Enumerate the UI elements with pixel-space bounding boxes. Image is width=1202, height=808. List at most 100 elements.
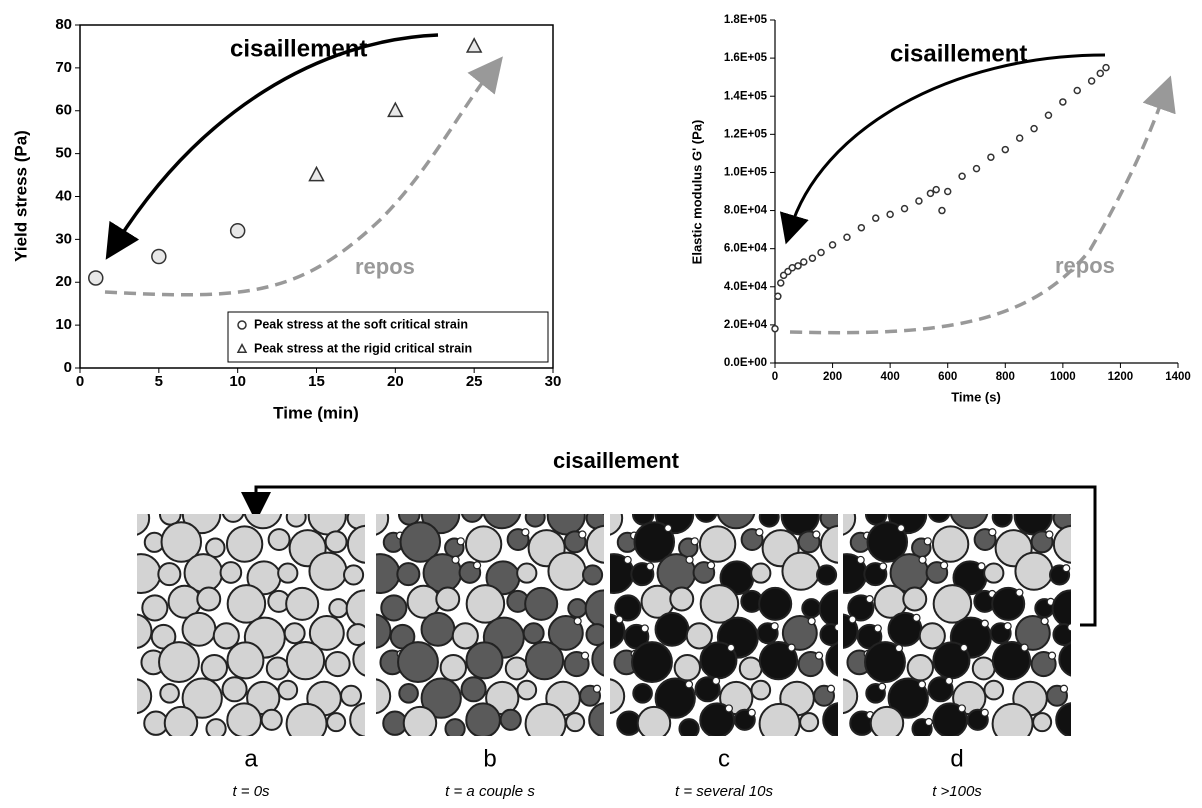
contact: [878, 562, 888, 571]
particle: [991, 586, 1026, 621]
particle: [465, 641, 504, 680]
contact: [472, 561, 482, 570]
particle: [225, 525, 264, 563]
particle: [460, 514, 484, 523]
marker-triangle: [308, 165, 325, 182]
particle: [163, 705, 199, 736]
particle: [983, 679, 1005, 701]
contact: [834, 623, 838, 632]
marker-circle: [987, 153, 995, 161]
marker-circle: [886, 210, 894, 219]
particle: [352, 641, 365, 677]
particle: [932, 584, 973, 624]
particle: [614, 594, 642, 622]
particle: [402, 705, 438, 736]
marker-circle: [938, 206, 946, 215]
particle: [226, 702, 262, 736]
diagram-title: cisaillement: [553, 448, 680, 473]
marker-triangle: [465, 37, 483, 53]
y-axis-label: Elastic modulus G' (Pa): [689, 120, 704, 265]
contact: [880, 504, 887, 511]
particle: [547, 551, 587, 591]
particle: [516, 562, 538, 584]
y-tick-label: 30: [55, 230, 72, 247]
contact: [835, 514, 838, 515]
contact: [979, 493, 986, 500]
particle: [1052, 514, 1071, 530]
particle: [1058, 641, 1071, 677]
contact: [623, 555, 632, 565]
contact: [944, 676, 954, 685]
contact: [917, 498, 924, 505]
contact: [848, 615, 857, 624]
particle: [285, 514, 307, 528]
contact: [592, 684, 602, 693]
x-axis-label: Time (min): [273, 403, 359, 422]
panel: [843, 493, 1088, 736]
particle: [141, 594, 169, 622]
marker-circle: [88, 270, 104, 286]
particle: [465, 702, 501, 736]
particle: [781, 615, 818, 651]
contact: [810, 499, 817, 506]
contact: [1006, 514, 1011, 515]
particle: [283, 622, 306, 645]
particle: [685, 622, 713, 650]
contact: [1081, 705, 1088, 712]
contact: [1043, 499, 1050, 506]
contact: [747, 708, 756, 717]
particle: [524, 514, 546, 528]
y-tick-label: 4.0E+04: [724, 281, 768, 293]
particle: [750, 562, 772, 584]
x-tick-label: 800: [996, 371, 1015, 383]
y-tick-label: 50: [55, 145, 72, 162]
contact: [710, 501, 717, 508]
contact: [980, 619, 989, 628]
contact: [770, 622, 779, 631]
contact: [1015, 588, 1024, 597]
contact: [1020, 643, 1029, 652]
particle: [160, 521, 203, 563]
particle: [971, 656, 996, 681]
particle: [819, 514, 838, 530]
contact: [812, 530, 821, 539]
contact: [456, 537, 465, 546]
particle: [918, 622, 946, 650]
contact: [664, 524, 673, 533]
y-tick-label: 20: [55, 273, 72, 290]
particle: [219, 561, 243, 584]
contact: [943, 501, 950, 508]
legend-label: Peak stress at the soft critical strain: [254, 317, 468, 331]
marker-circle: [828, 241, 837, 249]
particle: [464, 525, 503, 563]
particle: [137, 678, 153, 715]
panel: [610, 499, 838, 736]
marker-circle: [1096, 69, 1105, 78]
particle: [267, 528, 291, 552]
particle: [758, 641, 799, 681]
contact: [1045, 530, 1054, 539]
legend-box: [227, 311, 549, 363]
particle: [181, 611, 217, 647]
marker-circle: [1030, 124, 1038, 133]
panel-label: a: [244, 745, 258, 772]
particle: [380, 594, 408, 622]
particle: [546, 514, 586, 536]
x-tick-label: 400: [881, 371, 900, 383]
y-tick-label: 80: [55, 16, 72, 33]
particle: [376, 514, 390, 536]
marker-circle: [1059, 98, 1067, 106]
particle: [567, 598, 588, 619]
contact: [918, 555, 927, 564]
particle: [610, 678, 626, 715]
particle: [825, 641, 838, 677]
particle: [346, 524, 365, 564]
y-tick-label: 1.2E+05: [724, 128, 768, 140]
marker-circle: [229, 223, 246, 239]
marker-circle: [1044, 111, 1053, 120]
particle: [983, 562, 1005, 584]
particle: [504, 656, 529, 681]
x-tick-label: 1400: [1165, 371, 1191, 383]
particle: [181, 677, 223, 719]
panel-caption: t = 0s: [232, 783, 270, 800]
